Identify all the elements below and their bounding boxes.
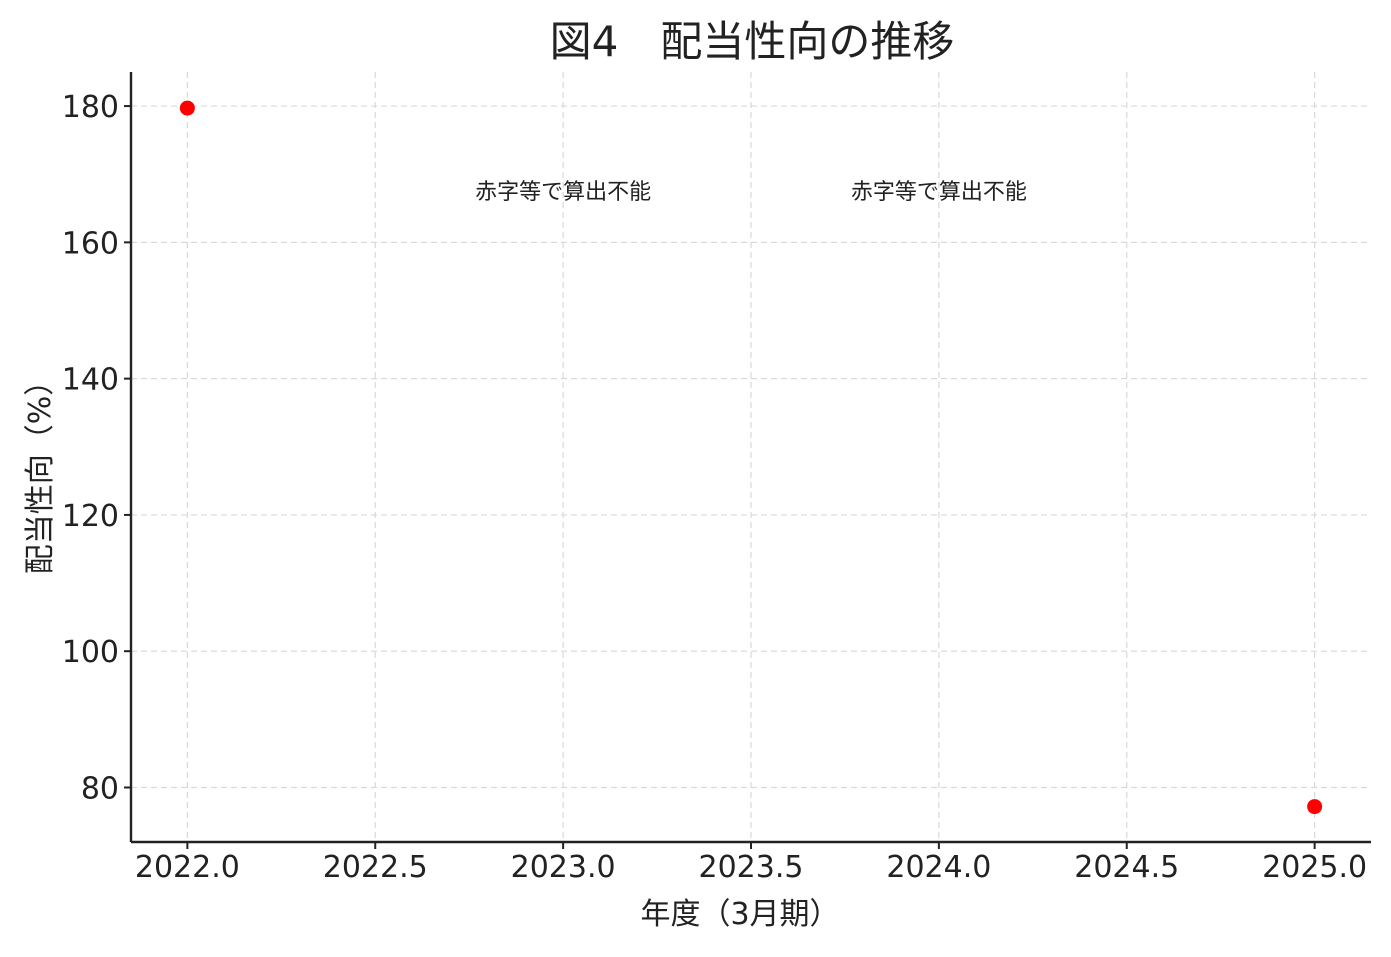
- x-tick-label: 2024.0: [886, 850, 991, 885]
- data-point: [1307, 799, 1323, 815]
- y-tick-label: 140: [62, 363, 119, 398]
- y-tick-label: 120: [62, 499, 119, 534]
- chart-title: 図4 配当性向の推移: [550, 17, 955, 66]
- y-tick-label: 80: [81, 771, 119, 806]
- y-tick-label: 180: [62, 90, 119, 125]
- points-layer: [179, 100, 1323, 815]
- x-tick-label: 2022.5: [323, 850, 428, 885]
- data-point: [179, 100, 195, 116]
- annotation-label: 赤字等で算出不能: [851, 180, 1027, 205]
- x-tick-label: 2025.0: [1262, 850, 1367, 885]
- y-axis-label: 配当性向（%）: [23, 366, 58, 575]
- y-tick-label: 160: [62, 226, 119, 261]
- x-tick-label: 2023.0: [511, 850, 616, 885]
- ticks-layer: 2022.0 2022.5 2023.0 2023.5 2024.0 2024.5 2025…: [62, 90, 1367, 885]
- x-tick-label: 2023.5: [699, 850, 804, 885]
- x-tick-label: 2024.5: [1074, 850, 1179, 885]
- annotation-layer: 赤字等で算出不能 赤字等で算出不能: [475, 180, 1027, 205]
- grid-layer: [131, 72, 1371, 842]
- x-tick-label: 2022.0: [135, 850, 240, 885]
- y-tick-label: 100: [62, 635, 119, 670]
- annotation-label: 赤字等で算出不能: [475, 180, 651, 205]
- x-axis-label: 年度（3月期）: [640, 897, 839, 932]
